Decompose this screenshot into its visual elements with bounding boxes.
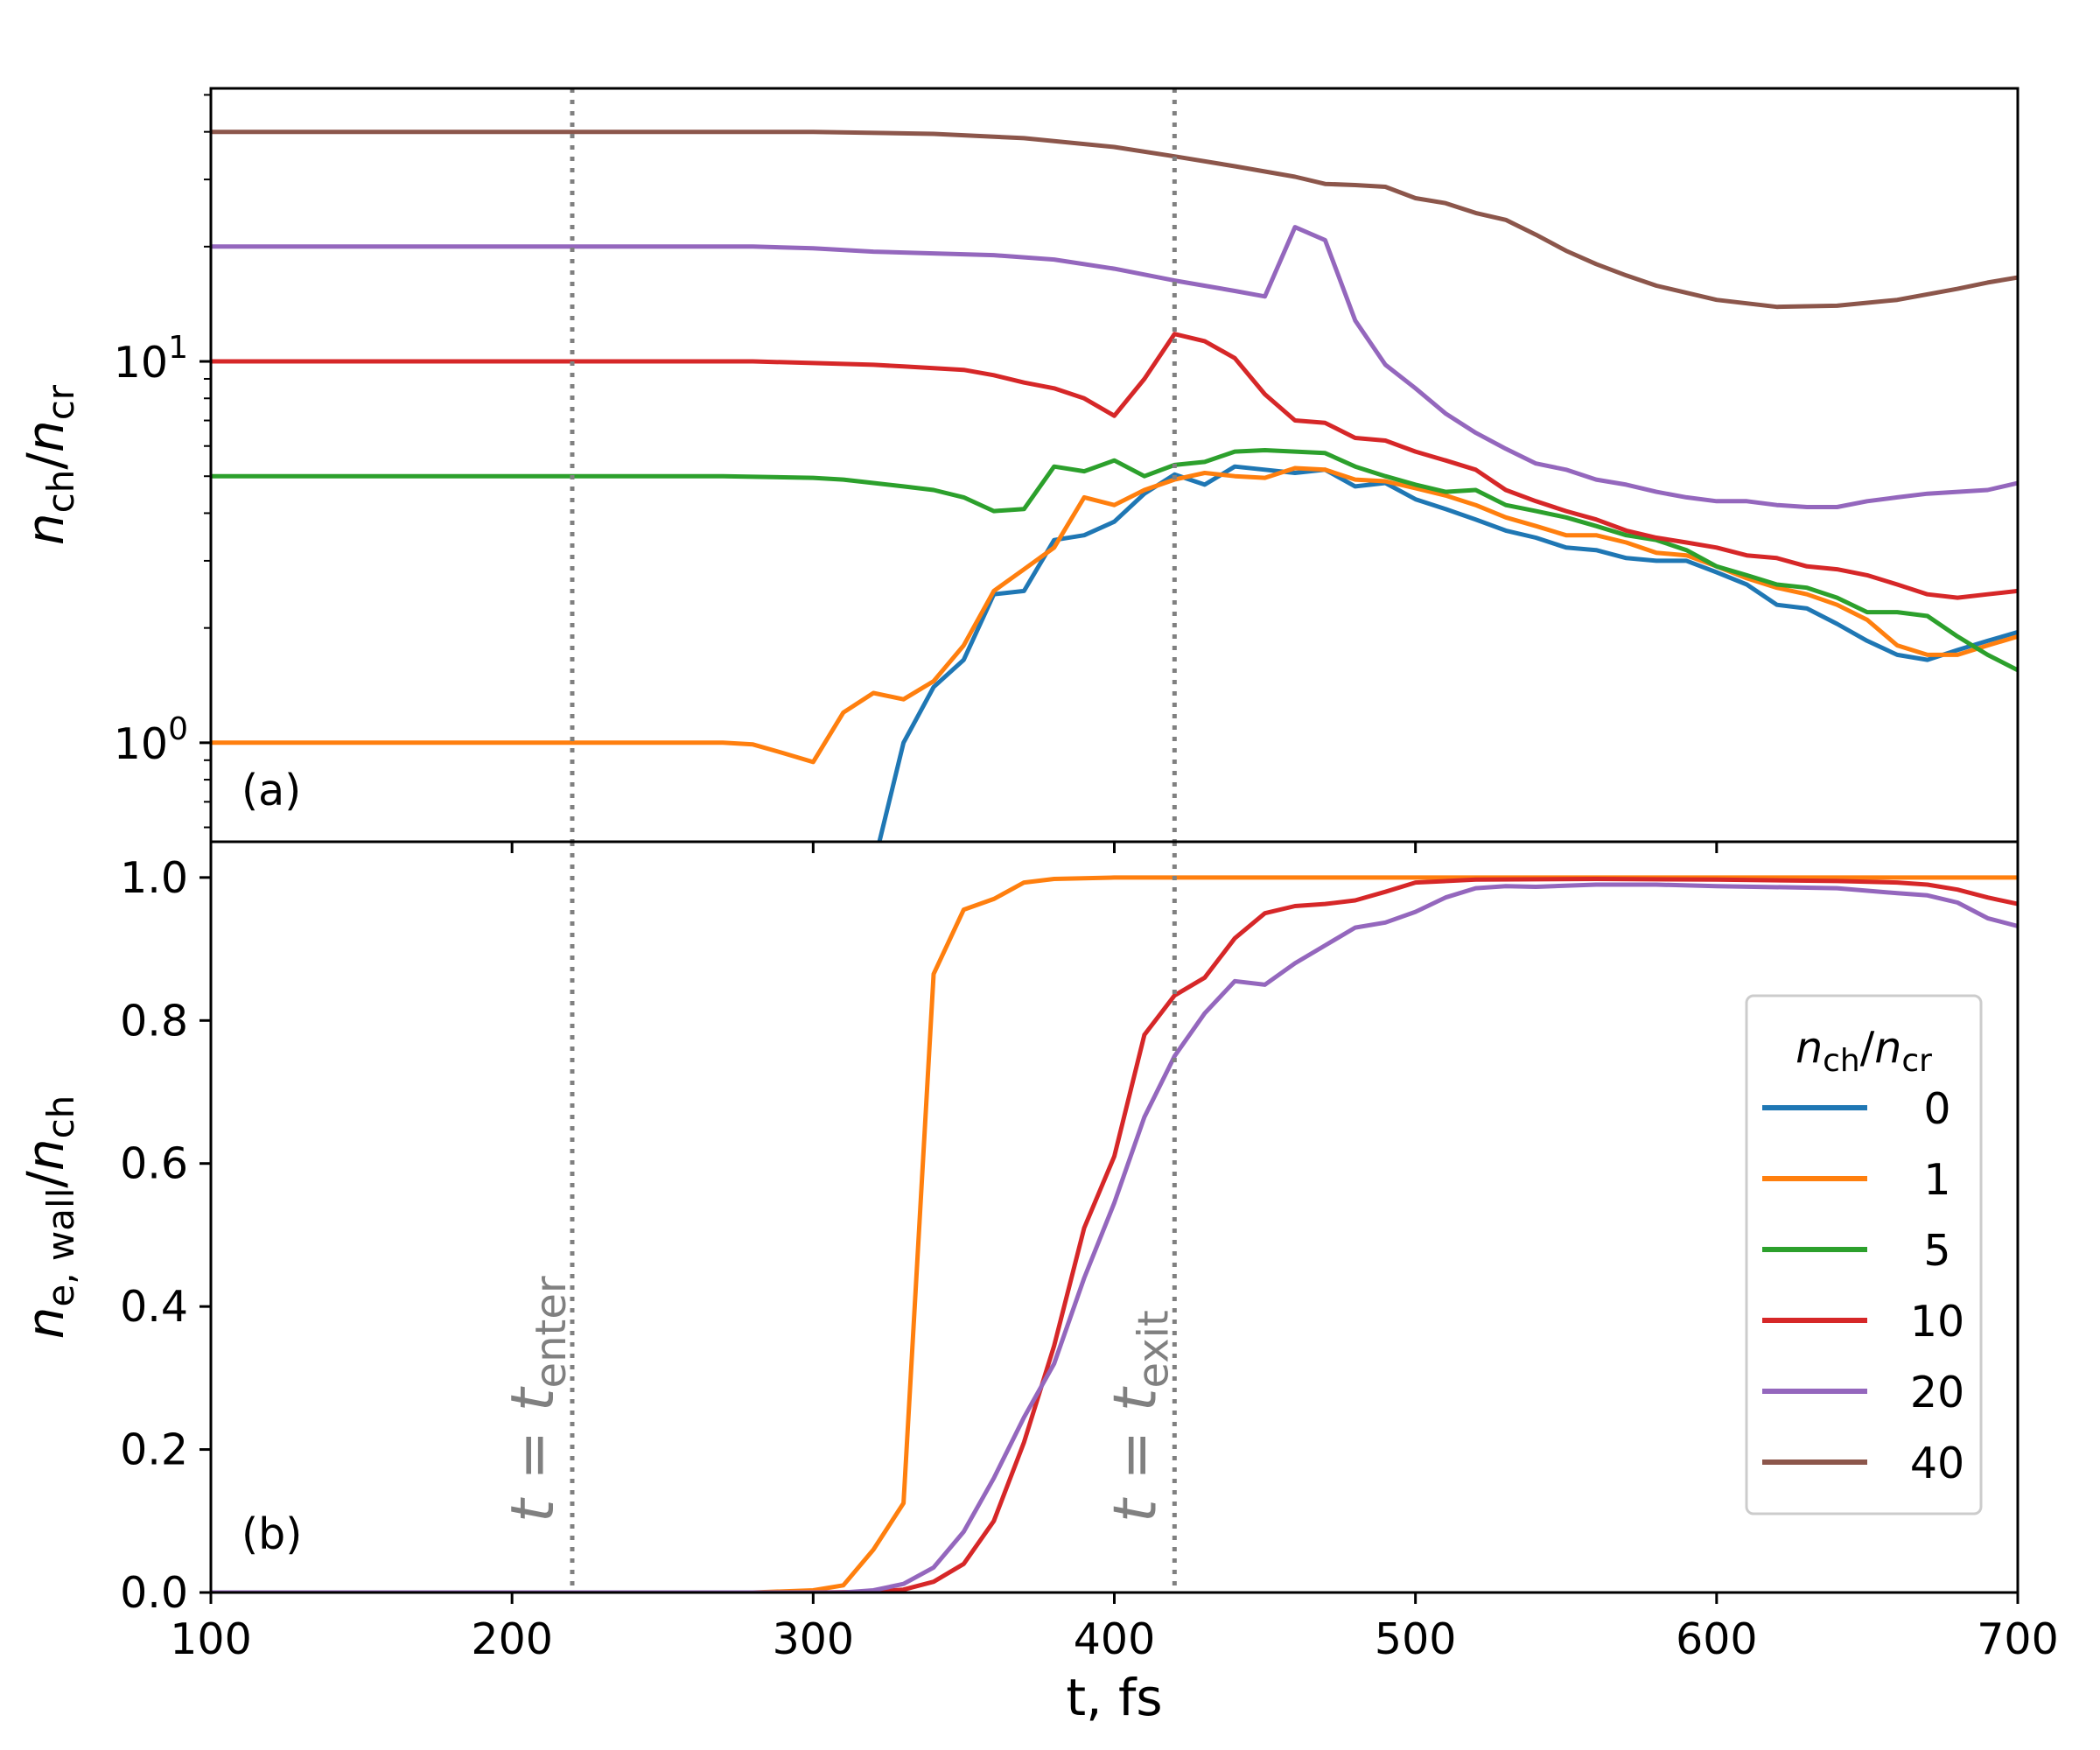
panel-a: 100 101 (a) nch/ncr <box>16 87 2020 853</box>
series-line-1 <box>211 875 2018 1592</box>
series-line-20 <box>211 225 2018 509</box>
panel-label: (b) <box>242 1509 302 1559</box>
series-line-0 <box>877 464 2018 842</box>
y-tick-label: 100 <box>114 711 188 769</box>
legend-title: nch/ncr <box>1796 1023 1932 1079</box>
x-tick-label: 100 <box>170 1614 252 1664</box>
y-tick-label: 0.6 <box>120 1139 188 1189</box>
x-tick-label: 500 <box>1375 1614 1457 1664</box>
legend-label-5: 5 <box>1923 1226 1950 1276</box>
x-tick-label: 700 <box>1977 1614 2059 1664</box>
legend-label-1: 1 <box>1923 1155 1950 1205</box>
x-tick-label: 600 <box>1676 1614 1758 1664</box>
y-tick-label: 101 <box>114 330 188 388</box>
legend-label-20: 20 <box>1910 1368 1964 1418</box>
vline-exit-label: t = texit <box>1101 1310 1178 1522</box>
series-line-40 <box>211 130 2018 310</box>
y-tick-label: 1.0 <box>120 853 188 903</box>
legend-box <box>1745 994 1983 1516</box>
y-axis-title: nch/ncr <box>16 384 82 545</box>
x-tick-label: 300 <box>773 1614 855 1664</box>
series-line-10 <box>211 332 2018 600</box>
y-tick-label: 0.2 <box>120 1425 188 1475</box>
series-line-5 <box>211 448 2018 673</box>
y-tick-label: 0.0 <box>120 1568 188 1618</box>
series-line-1 <box>211 466 2018 765</box>
x-axis-title: t, fs <box>1066 1668 1162 1727</box>
series-line-20 <box>211 882 2018 1592</box>
y-axis-title: ne, wall/nch <box>16 1096 82 1340</box>
panel-label: (a) <box>242 766 301 816</box>
legend-label-0: 0 <box>1923 1084 1950 1134</box>
series-lines <box>211 130 2018 842</box>
panel-b: 100 200 300 400 500 600 7000.00.20.40.60.81.0(… <box>16 840 2059 1727</box>
legend-label-40: 40 <box>1910 1438 1964 1488</box>
x-tick-label: 200 <box>471 1614 553 1664</box>
y-tick-label: 0.4 <box>120 1282 188 1332</box>
y-tick-label: 0.8 <box>120 996 188 1046</box>
series-lines <box>211 875 2018 1592</box>
x-tick-label: 400 <box>1074 1614 1156 1664</box>
vline-enter-label: t = tenter <box>499 1276 576 1522</box>
legend-label-10: 10 <box>1910 1297 1964 1347</box>
series-line-10 <box>211 877 2018 1592</box>
